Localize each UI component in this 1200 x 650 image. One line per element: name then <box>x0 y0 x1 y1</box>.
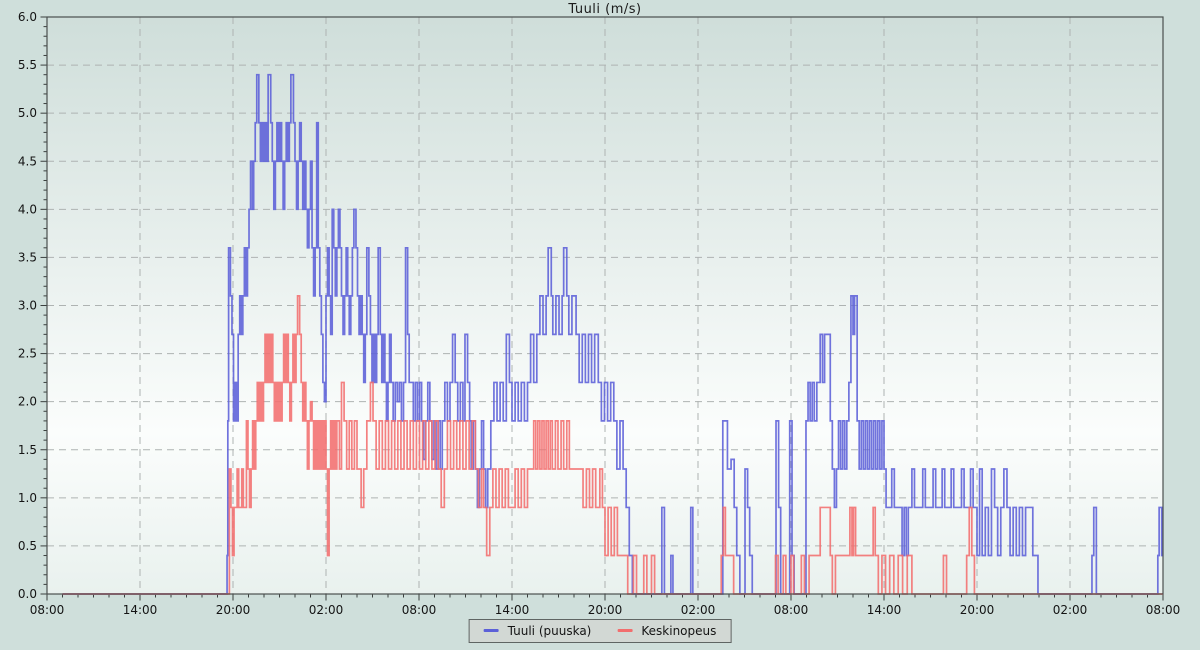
gust-line-marker-icon <box>483 629 499 632</box>
y-axis-tick-label: 6.0 <box>18 10 37 24</box>
average-line-marker-icon <box>617 629 633 632</box>
legend-item-average: Keskinopeus <box>617 624 716 638</box>
x-axis-tick-label: 02:00 <box>1053 603 1088 617</box>
x-axis-tick-label: 08:00 <box>774 603 809 617</box>
chart-title: Tuuli (m/s) <box>568 2 642 17</box>
x-axis-tick-label: 08:00 <box>1146 603 1181 617</box>
y-axis-tick-label: 0.5 <box>18 539 37 553</box>
average-legend-label: Keskinopeus <box>641 623 717 638</box>
x-axis-tick-label: 08:00 <box>30 603 65 617</box>
x-axis-tick-label: 14:00 <box>495 603 530 617</box>
plot-frame <box>46 16 1164 595</box>
y-axis-tick-label: 5.5 <box>18 58 37 72</box>
y-axis-tick-label: 3.0 <box>18 299 37 313</box>
y-axis-tick-label: 0.0 <box>18 587 37 601</box>
tuuli-puuska-series-line <box>62 73 1163 595</box>
grid-lines <box>47 17 1163 594</box>
x-axis-tick-label: 08:00 <box>402 603 437 617</box>
y-axis-tick-label: 3.5 <box>18 250 37 264</box>
y-axis-tick-label: 4.5 <box>18 154 37 168</box>
x-axis-tick-label: 02:00 <box>681 603 716 617</box>
y-axis-tick-label: 1.0 <box>18 491 37 505</box>
chart-legend: Tuuli (puuska) Keskinopeus <box>468 619 732 643</box>
legend-item-gust: Tuuli (puuska) <box>483 623 592 638</box>
y-axis-tick-label: 2.0 <box>18 395 37 409</box>
x-axis-tick-label: 02:00 <box>309 603 344 617</box>
y-axis-tick-label: 2.5 <box>18 347 37 361</box>
x-axis-tick-label: 20:00 <box>588 603 623 617</box>
y-axis-tick-label: 5.0 <box>18 106 37 120</box>
y-axis-tick-label: 4.0 <box>18 202 37 216</box>
keskinopeus-series-line <box>62 295 1163 595</box>
x-axis-tick-label: 20:00 <box>960 603 995 617</box>
y-axis-tick-label: 1.5 <box>18 443 37 457</box>
gust-legend-label: Tuuli (puuska) <box>507 623 592 638</box>
x-axis-tick-label: 20:00 <box>216 603 251 617</box>
x-axis-tick-label: 14:00 <box>123 603 158 617</box>
axis-labels: 0.0 0.5 1.0 1.5 2.0 2.5 3.0 3.5 4.0 4.5 5.0 5.5 6.0 0… <box>18 10 1180 617</box>
x-axis-tick-label: 14:00 <box>867 603 902 617</box>
